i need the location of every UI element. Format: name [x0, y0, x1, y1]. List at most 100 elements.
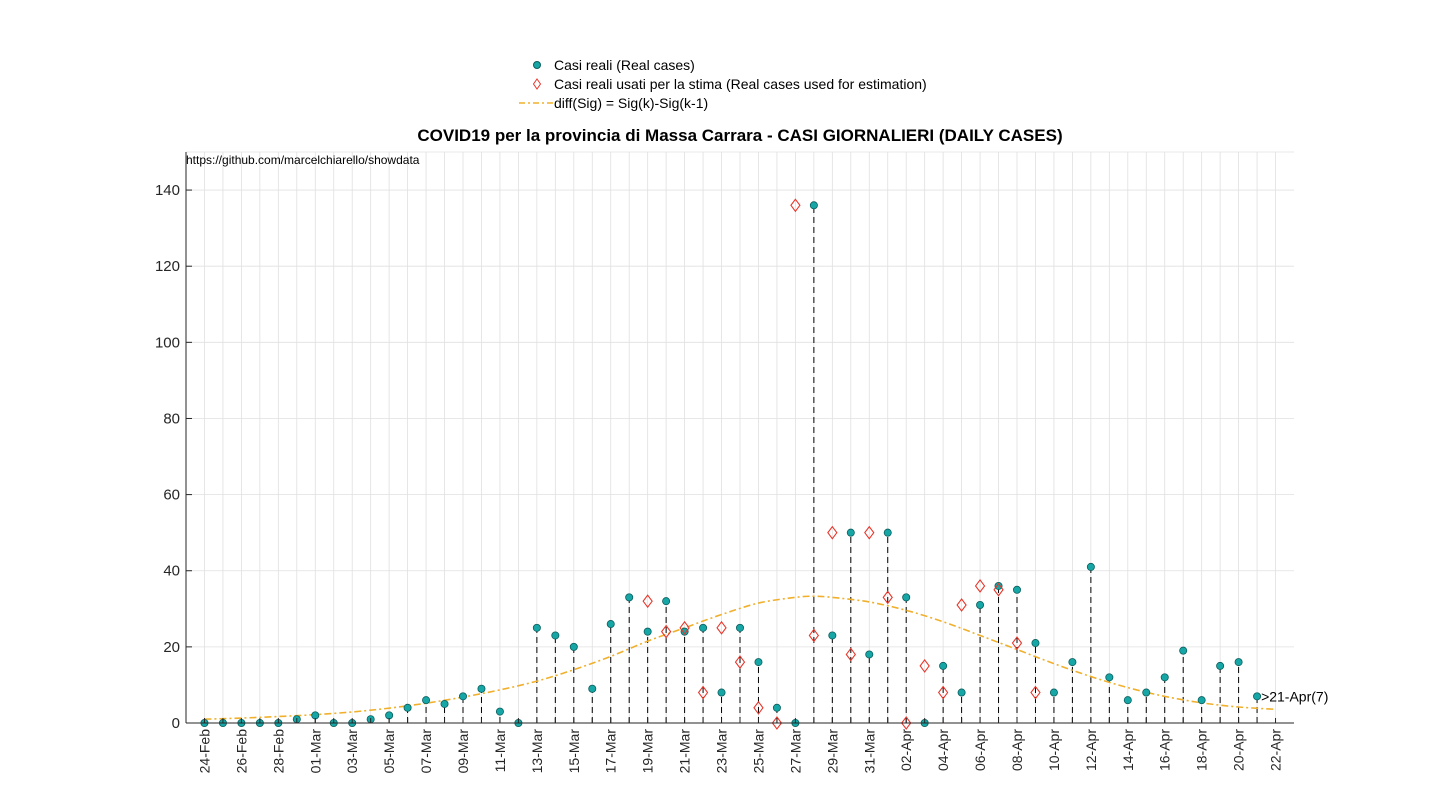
- real-case-point: [1068, 658, 1077, 667]
- real-case-point: [902, 593, 911, 602]
- estimation-point: [901, 716, 912, 730]
- real-case-point: [1179, 646, 1188, 655]
- x-tick-label: 05-Mar: [381, 729, 397, 774]
- real-case-point: [736, 623, 745, 632]
- x-tick-label: 20-Apr: [1231, 729, 1247, 771]
- legend-estimation-label: Casi reali usati per la stima (Real case…: [554, 76, 927, 92]
- estimation-point: [1011, 636, 1023, 650]
- real-case-point: [1049, 688, 1058, 697]
- x-tick-label: 03-Mar: [344, 729, 360, 774]
- x-tick-label: 09-Mar: [455, 729, 471, 774]
- x-tick-label: 28-Feb: [270, 729, 286, 774]
- source-note: https://github.com/marcelchiarello/showd…: [186, 153, 420, 167]
- estimation-point: [753, 700, 764, 715]
- real-case-point: [772, 703, 781, 712]
- estimation-point: [790, 198, 801, 213]
- real-case-point: [1160, 673, 1169, 682]
- real-case-point: [606, 620, 615, 629]
- real-case-point: [643, 627, 652, 636]
- real-case-point: [754, 658, 763, 667]
- x-tick-label: 26-Feb: [233, 729, 249, 774]
- x-tick-label: 23-Mar: [714, 729, 730, 774]
- real-case-point: [957, 688, 966, 697]
- x-tick-label: 27-Mar: [787, 729, 803, 774]
- real-case-point: [1086, 562, 1095, 571]
- real-case-point: [662, 597, 671, 606]
- x-tick-label: 22-Apr: [1268, 729, 1284, 771]
- real-case-point: [717, 688, 726, 697]
- legend: Casi reali (Real cases) Casi reali usati…: [519, 57, 927, 111]
- y-tick-label: 100: [155, 334, 180, 351]
- stem-lines: [296, 205, 1258, 723]
- real-case-point: [532, 623, 541, 632]
- y-tick-label: 120: [155, 258, 180, 275]
- x-tick-label: 01-Mar: [307, 729, 323, 774]
- real-case-point: [1013, 585, 1022, 594]
- x-tick-label: 17-Mar: [603, 729, 619, 774]
- x-tick-label: 19-Mar: [640, 729, 656, 774]
- estimation-point: [642, 594, 653, 609]
- end-annotation: >21-Apr(7): [1261, 688, 1328, 704]
- estimation-point: [956, 598, 967, 612]
- x-tick-label: 29-Mar: [824, 729, 840, 774]
- x-tick-label: 13-Mar: [529, 729, 545, 774]
- legend-real-cases-marker: [533, 61, 541, 69]
- x-tick-label: 02-Apr: [898, 729, 914, 771]
- x-tick-label: 06-Apr: [972, 729, 988, 771]
- x-tick-label: 11-Mar: [492, 729, 508, 773]
- legend-estimation-marker: [532, 78, 542, 90]
- real-case-point: [477, 684, 486, 693]
- real-case-point: [569, 642, 578, 651]
- x-tick-label: 18-Apr: [1194, 729, 1210, 771]
- y-tick-label: 40: [163, 563, 180, 580]
- real-case-point: [311, 711, 320, 720]
- estimation-point: [660, 624, 672, 639]
- estimation-point: [845, 647, 856, 662]
- real-case-point: [1197, 696, 1206, 705]
- estimation-point: [827, 525, 838, 540]
- real-case-point: [976, 600, 985, 609]
- real-case-point: [846, 528, 855, 537]
- x-tick-label: 21-Mar: [677, 729, 693, 774]
- real-case-point: [1031, 639, 1040, 648]
- real-case-point: [699, 623, 708, 632]
- chart-title: COVID19 per la provincia di Massa Carrar…: [417, 126, 1062, 145]
- real-case-point: [994, 581, 1003, 590]
- x-tick-label: 31-Mar: [861, 729, 877, 774]
- x-axis-ticks: 24-Feb 26-Feb 28-Feb 01-Mar 03-Mar 05-Mar 07-M…: [196, 718, 1284, 774]
- legend-entry-estimation-cases: Casi reali usati per la stima (Real case…: [532, 76, 927, 92]
- estimation-point: [1030, 685, 1041, 700]
- x-tick-label: 15-Mar: [566, 729, 582, 774]
- estimation-point: [771, 716, 783, 730]
- estimation-point: [734, 655, 746, 670]
- real-case-point: [403, 703, 412, 712]
- x-tick-label: 10-Apr: [1046, 729, 1062, 771]
- estimation-cases-points: [642, 198, 1041, 730]
- x-tick-label: 16-Apr: [1157, 729, 1173, 771]
- y-tick-label: 20: [163, 639, 180, 656]
- x-tick-label: 12-Apr: [1083, 729, 1099, 771]
- real-case-point: [551, 631, 560, 640]
- x-tick-label: 08-Apr: [1009, 729, 1025, 771]
- real-case-point: [458, 692, 467, 701]
- fit-curve: [204, 595, 1276, 720]
- real-case-point: [865, 650, 874, 659]
- x-tick-label: 04-Apr: [935, 729, 951, 771]
- estimation-point: [882, 590, 893, 605]
- estimation-point: [808, 628, 820, 643]
- x-tick-label: 24-Feb: [196, 729, 212, 774]
- plot-area: 0 20 40 60 80 100 120 140 24-Feb 26-Feb 28-Feb 01-…: [155, 151, 1328, 774]
- estimation-point: [716, 620, 727, 635]
- legend-entry-real-cases: Casi reali (Real cases): [533, 57, 695, 73]
- y-tick-label: 140: [155, 182, 180, 199]
- x-tick-label: 25-Mar: [750, 729, 766, 774]
- real-case-point: [939, 661, 948, 670]
- estimation-point: [974, 579, 986, 593]
- real-case-point: [809, 201, 818, 210]
- y-tick-label: 80: [163, 410, 180, 427]
- estimation-point: [679, 620, 690, 635]
- legend-real-cases-label: Casi reali (Real cases): [554, 57, 695, 73]
- estimation-point: [919, 658, 930, 673]
